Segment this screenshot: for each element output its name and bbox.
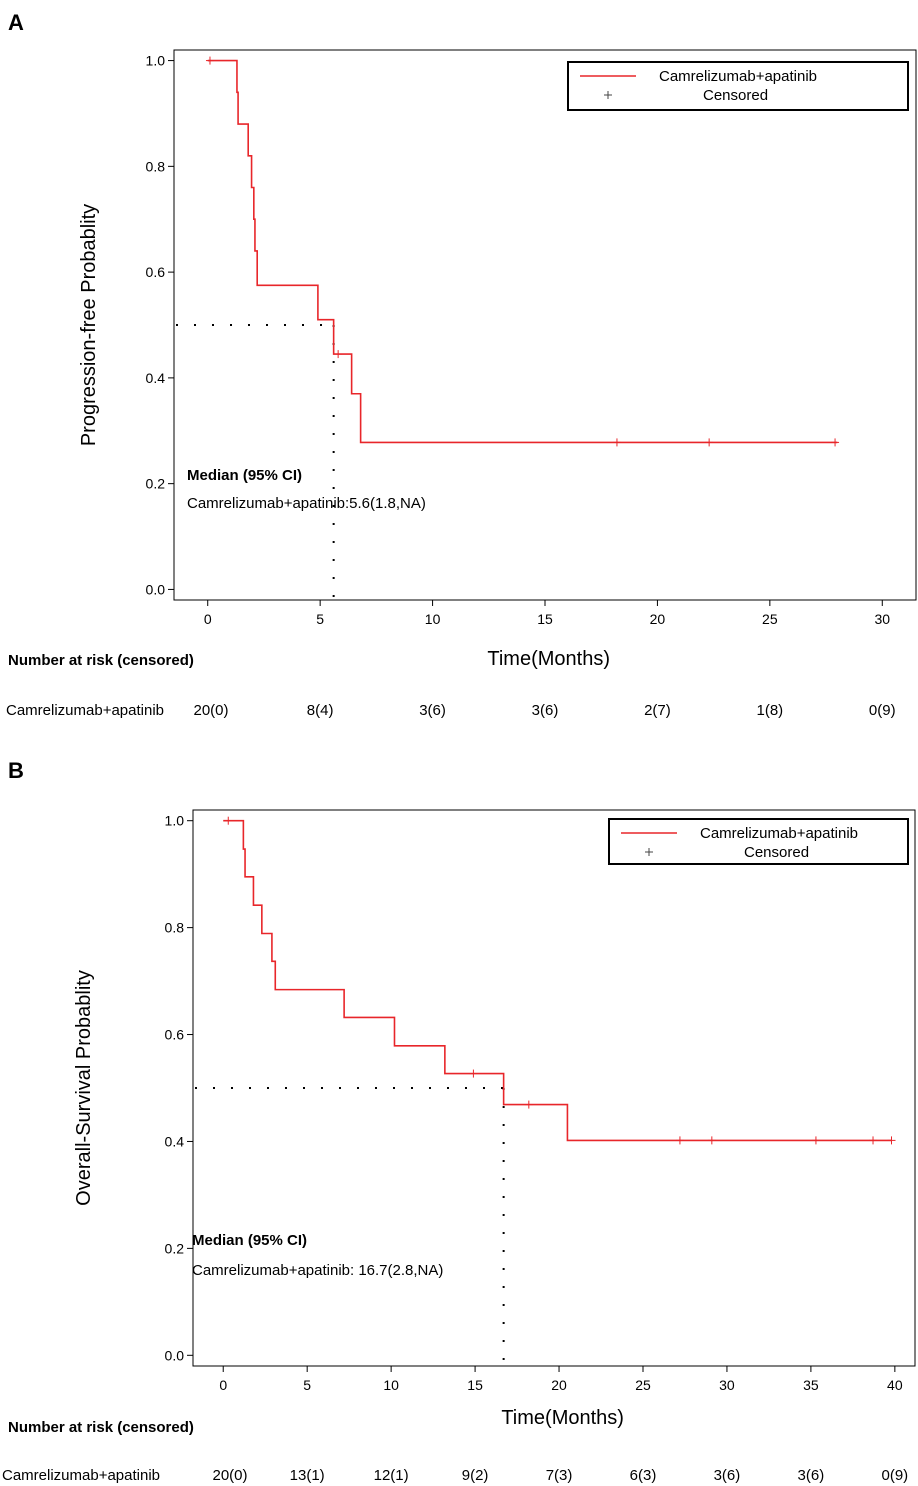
risk-count: 0(9) [869, 702, 896, 719]
survival-curve [223, 819, 892, 1142]
x-tick-label: 30 [874, 611, 890, 627]
censor-mark [869, 1136, 878, 1145]
legend-series-label: Camrelizumab+apatinib [700, 825, 858, 842]
median-title: Median (95% CI) [192, 1232, 307, 1249]
median-title: Median (95% CI) [187, 467, 302, 484]
risk-count: 12(1) [374, 1467, 409, 1484]
censor-mark [205, 56, 214, 65]
x-tick-label: 5 [316, 611, 324, 627]
x-tick-label: 0 [219, 1377, 227, 1393]
median-text: Camrelizumab+apatinib: 16.7(2.8,NA) [192, 1262, 443, 1279]
censor-mark [224, 816, 233, 825]
x-tick-label: 25 [635, 1377, 651, 1393]
x-tick-label: 30 [719, 1377, 735, 1393]
risk-count: 7(3) [546, 1467, 573, 1484]
risk-count: 3(6) [532, 702, 559, 719]
x-tick-label: 25 [762, 611, 778, 627]
x-axis-label: Time(Months) [487, 648, 610, 670]
x-tick-label: 35 [803, 1377, 819, 1393]
risk-count: 6(3) [630, 1467, 657, 1484]
y-tick-label: 0.8 [165, 920, 185, 936]
risk-count: 9(2) [462, 1467, 489, 1484]
censor-mark [811, 1136, 820, 1145]
risk-count: 20(0) [193, 702, 228, 719]
risk-count: 13(1) [290, 1467, 325, 1484]
legend: Camrelizumab+apatinib Censored [567, 61, 909, 111]
censor-mark [675, 1136, 684, 1145]
x-tick-label: 15 [467, 1377, 483, 1393]
censor-mark [887, 1136, 896, 1145]
y-tick-label: 0.0 [165, 1347, 185, 1363]
x-tick-label: 5 [303, 1377, 311, 1393]
y-tick-label: 0.2 [165, 1240, 185, 1256]
y-tick-label: 0.4 [146, 370, 166, 386]
risk-count: 3(6) [419, 702, 446, 719]
risk-table-heading: Number at risk (censored) [8, 1419, 194, 1436]
legend-censor-label: Censored [744, 844, 809, 861]
legend-box [567, 61, 909, 111]
legend-series-label: Camrelizumab+apatinib [659, 68, 817, 85]
censor-mark [334, 350, 343, 359]
risk-count: 3(6) [714, 1467, 741, 1484]
censor-mark [612, 438, 621, 447]
legend-box [608, 818, 909, 865]
legend-censor-label: Censored [703, 87, 768, 104]
risk-count: 20(0) [212, 1467, 247, 1484]
risk-group-label: Camrelizumab+apatinib [6, 702, 164, 719]
y-tick-label: 1.0 [165, 813, 185, 829]
y-axis-label: Progression-free Probablity [78, 204, 100, 446]
risk-count: 0(9) [882, 1467, 909, 1484]
plot-frame [192, 809, 916, 1367]
panel-b-chart: 0.0 0.2 0.4 0.6 0.8 1.0 0 5 10 15 20 25 30 35 40 Overal… [2, 809, 916, 1484]
risk-count: 1(8) [757, 702, 784, 719]
panel-letter-a: A [8, 10, 24, 35]
y-tick-label: 1.0 [146, 53, 166, 69]
median-text: Camrelizumab+apatinib:5.6(1.8,NA) [187, 495, 426, 512]
censor-mark [524, 1100, 533, 1109]
risk-count: 2(7) [644, 702, 671, 719]
y-axis-label: Overall-Survival Probablity [73, 970, 95, 1206]
y-tick-label: 0.4 [165, 1133, 185, 1149]
y-tick-label: 0.8 [146, 158, 166, 174]
x-tick-label: 40 [887, 1377, 903, 1393]
censor-mark [831, 438, 840, 447]
x-tick-label: 20 [551, 1377, 567, 1393]
x-tick-label: 20 [650, 611, 666, 627]
survival-curve [207, 59, 838, 444]
x-axis-label: Time(Months) [501, 1407, 624, 1429]
y-tick-label: 0.2 [146, 476, 166, 492]
risk-count: 3(6) [798, 1467, 825, 1484]
risk-count: 8(4) [307, 702, 334, 719]
x-tick-label: 10 [383, 1377, 399, 1393]
legend: Camrelizumab+apatinib Censored [608, 818, 909, 865]
censor-mark [469, 1069, 478, 1078]
y-tick-label: 0.0 [146, 581, 166, 597]
censor-mark [705, 438, 714, 447]
risk-table-heading: Number at risk (censored) [8, 652, 194, 669]
panel-letter-b: B [8, 758, 24, 783]
y-tick-label: 0.6 [165, 1027, 185, 1043]
x-tick-label: 15 [537, 611, 553, 627]
censor-mark [707, 1136, 716, 1145]
panel-a-chart: 0.0 0.2 0.4 0.6 0.8 1.0 0 5 10 15 20 25 30 Progressio… [6, 49, 917, 719]
x-tick-label: 10 [425, 611, 441, 627]
risk-group-label: Camrelizumab+apatinib [2, 1467, 160, 1484]
y-tick-label: 0.6 [146, 264, 166, 280]
x-tick-label: 0 [204, 611, 212, 627]
